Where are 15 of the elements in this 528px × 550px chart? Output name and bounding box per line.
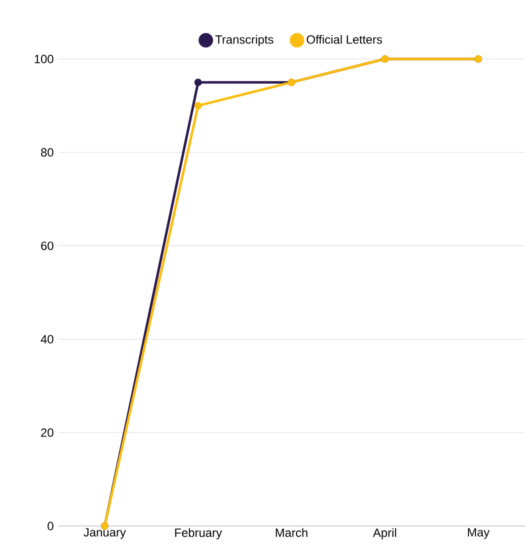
x-tick-label: May [468, 528, 490, 539]
y-tick-label: 100 [34, 54, 54, 64]
y-tick-label: 40 [40, 334, 54, 344]
point [194, 102, 202, 110]
y-tick-label: 20 [41, 428, 54, 437]
point [194, 78, 202, 86]
legend-label: Transcripts [215, 34, 274, 46]
x-tick-label: April [372, 528, 396, 540]
x-tick-label: January [84, 528, 126, 539]
x-tick-label: March [276, 528, 308, 537]
x-tick-label: February [175, 528, 222, 540]
y-tick-label: 80 [41, 148, 54, 157]
y-tick-label: 0 [48, 522, 54, 530]
y-tick-label: 60 [41, 242, 54, 250]
legend-label: Official Letters [306, 34, 382, 44]
